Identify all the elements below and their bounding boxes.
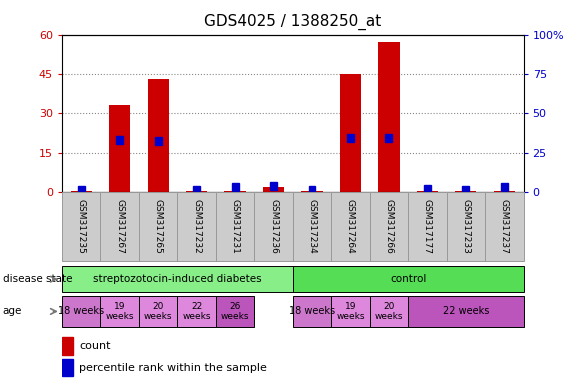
Text: GSM317231: GSM317231: [231, 199, 239, 254]
Bar: [408, 192, 446, 261]
Text: GSM317266: GSM317266: [385, 199, 394, 254]
Bar: [216, 192, 254, 261]
Bar: [293, 266, 524, 292]
Text: 20
weeks: 20 weeks: [144, 302, 172, 321]
Bar: [378, 43, 400, 192]
Text: GSM317234: GSM317234: [307, 199, 316, 254]
Bar: [270, 182, 277, 190]
Bar: [455, 191, 476, 192]
Bar: [155, 137, 162, 145]
Bar: [62, 337, 73, 355]
Bar: [293, 296, 331, 327]
Bar: [148, 79, 169, 192]
Bar: [177, 192, 216, 261]
Bar: [100, 296, 139, 327]
Text: 18 weeks: 18 weeks: [289, 306, 335, 316]
Text: GSM317236: GSM317236: [269, 199, 278, 254]
Bar: [116, 136, 123, 144]
Bar: [139, 296, 177, 327]
Text: 19
weeks: 19 weeks: [105, 302, 134, 321]
Text: GSM317235: GSM317235: [77, 199, 86, 254]
Bar: [177, 296, 216, 327]
Title: GDS4025 / 1388250_at: GDS4025 / 1388250_at: [204, 14, 381, 30]
Bar: [100, 192, 139, 261]
Bar: [139, 192, 177, 261]
Text: 20
weeks: 20 weeks: [375, 302, 403, 321]
Text: GSM317232: GSM317232: [192, 199, 201, 254]
Bar: [386, 134, 392, 142]
Bar: [231, 183, 239, 191]
Text: GSM317237: GSM317237: [500, 199, 509, 254]
Bar: [331, 192, 370, 261]
Text: control: control: [390, 274, 426, 284]
Bar: [309, 187, 315, 194]
Bar: [446, 192, 485, 261]
Bar: [501, 183, 508, 191]
Bar: [263, 187, 284, 192]
Text: 18 weeks: 18 weeks: [58, 306, 104, 316]
Bar: [370, 296, 408, 327]
Text: percentile rank within the sample: percentile rank within the sample: [79, 363, 267, 373]
Text: count: count: [79, 341, 111, 351]
Bar: [408, 296, 524, 327]
Bar: [62, 266, 293, 292]
Bar: [293, 192, 331, 261]
Bar: [331, 296, 370, 327]
Bar: [417, 191, 438, 192]
Text: 22
weeks: 22 weeks: [182, 302, 211, 321]
Text: GSM317177: GSM317177: [423, 199, 432, 254]
Text: age: age: [3, 306, 22, 316]
Bar: [193, 187, 200, 194]
Text: 22 weeks: 22 weeks: [443, 306, 489, 316]
Text: GSM317264: GSM317264: [346, 199, 355, 254]
Bar: [494, 191, 515, 192]
Text: GSM317233: GSM317233: [462, 199, 470, 254]
Text: streptozotocin-induced diabetes: streptozotocin-induced diabetes: [93, 274, 262, 284]
Bar: [70, 191, 92, 192]
Bar: [254, 192, 293, 261]
Bar: [424, 185, 431, 193]
Text: 19
weeks: 19 weeks: [336, 302, 365, 321]
Bar: [462, 187, 470, 194]
Text: 26
weeks: 26 weeks: [221, 302, 249, 321]
Bar: [340, 74, 361, 192]
Bar: [109, 106, 130, 192]
Bar: [485, 192, 524, 261]
Bar: [347, 134, 354, 142]
Bar: [78, 187, 84, 194]
Bar: [62, 359, 73, 376]
Bar: [62, 296, 100, 327]
Bar: [225, 191, 245, 192]
Text: disease state: disease state: [3, 274, 72, 284]
Text: GSM317265: GSM317265: [154, 199, 163, 254]
Bar: [216, 296, 254, 327]
Text: GSM317267: GSM317267: [115, 199, 124, 254]
Bar: [186, 191, 207, 192]
Bar: [370, 192, 408, 261]
Bar: [301, 191, 323, 192]
Bar: [62, 192, 100, 261]
